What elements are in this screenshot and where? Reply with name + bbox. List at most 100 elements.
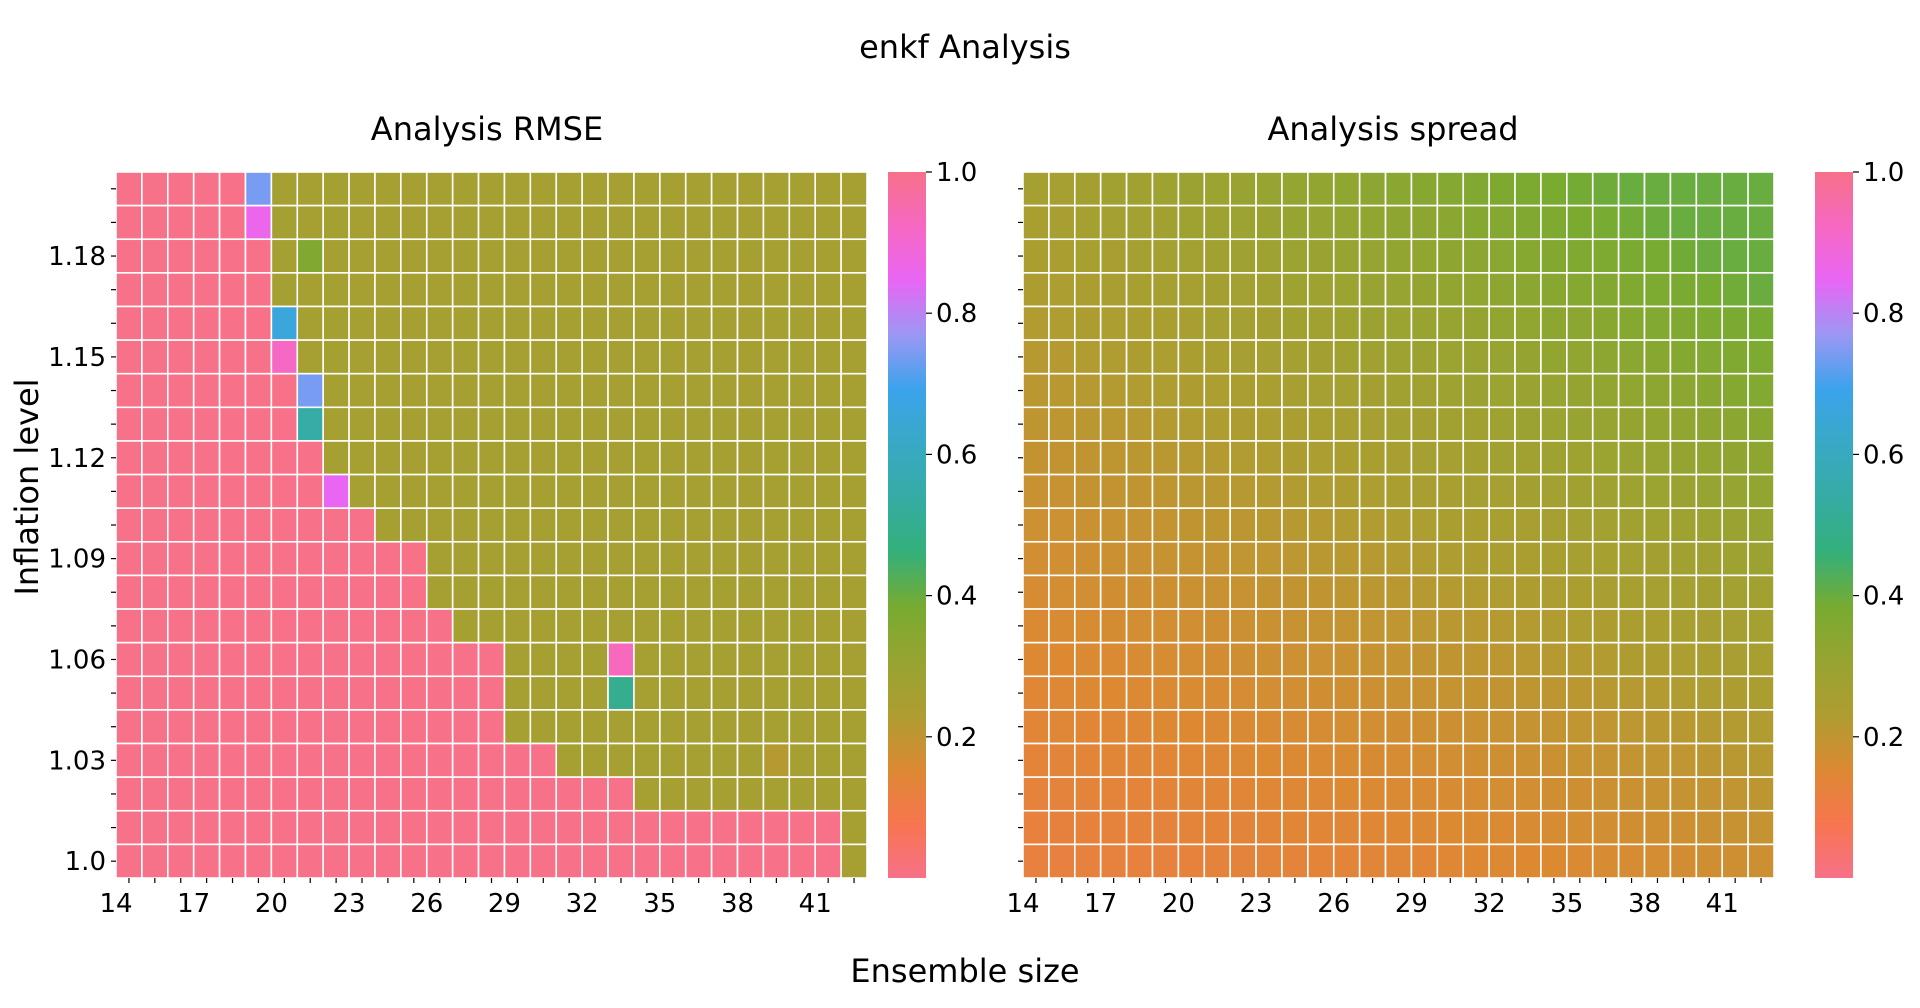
heatmap-cell — [1332, 675, 1361, 711]
heatmap-cell — [1436, 272, 1465, 308]
heatmap-cell — [218, 641, 247, 678]
heatmap-cell — [503, 339, 532, 375]
heatmap-cell — [736, 709, 765, 745]
heatmap-cell — [814, 507, 842, 543]
heatmap-cell — [322, 238, 350, 274]
heatmap-cell — [374, 339, 402, 375]
heatmap-cell — [1358, 709, 1387, 745]
heatmap-cell — [1203, 372, 1231, 409]
heatmap-cell — [762, 339, 791, 375]
heatmap-cell — [166, 305, 195, 341]
heatmap-cell — [1695, 272, 1724, 308]
heatmap-cell — [477, 440, 506, 476]
heatmap-cell — [1669, 675, 1698, 711]
heatmap-cell — [814, 171, 842, 207]
heatmap-cell — [1747, 675, 1775, 711]
heatmap-cell — [1462, 641, 1490, 678]
heatmap-cell — [400, 204, 428, 241]
heatmap-cell — [581, 608, 609, 644]
heatmap-cell — [1695, 305, 1724, 341]
heatmap-cell — [633, 608, 661, 644]
heatmap-cell — [477, 641, 506, 678]
heatmap-cell — [840, 406, 868, 442]
heatmap-cell — [684, 204, 713, 241]
heatmap-cell — [659, 339, 687, 375]
heatmap-cell — [166, 440, 195, 476]
heatmap-cell — [322, 272, 350, 308]
x-tick-label: 32 — [1473, 889, 1506, 919]
heatmap-cell — [1669, 574, 1698, 610]
heatmap-cell — [1151, 742, 1180, 778]
heatmap-cell — [1462, 809, 1490, 846]
heatmap-cell — [762, 473, 791, 509]
heatmap-cell — [400, 574, 428, 610]
heatmap-cell — [814, 709, 842, 745]
heatmap-cell — [270, 608, 299, 644]
heatmap-cell — [1151, 473, 1180, 509]
heatmap-cell — [607, 473, 635, 509]
heatmap-cell — [1332, 238, 1361, 274]
heatmap-cell — [348, 809, 376, 846]
heatmap-cell — [1229, 709, 1257, 745]
heatmap-cell — [814, 305, 842, 341]
heatmap-cell — [296, 742, 324, 778]
heatmap-cell — [451, 776, 480, 812]
heatmap-cell — [1514, 473, 1542, 509]
heatmap-cell — [529, 675, 558, 711]
heatmap-cell — [1514, 238, 1542, 274]
heatmap-cell — [1540, 171, 1568, 207]
heatmap-cell — [1540, 809, 1568, 846]
heatmap-cell — [1099, 406, 1128, 442]
heatmap-cell — [166, 507, 195, 543]
heatmap-cell — [555, 406, 583, 442]
heatmap-cell — [348, 372, 376, 409]
heatmap-cell — [1462, 473, 1490, 509]
heatmap-cell — [1099, 238, 1128, 274]
heatmap-cell — [296, 372, 324, 409]
heatmap-cell — [425, 305, 454, 341]
heatmap-cell — [141, 305, 169, 341]
heatmap-cell — [555, 372, 583, 409]
heatmap-cell — [814, 473, 842, 509]
heatmap-cell — [1410, 272, 1439, 308]
heatmap-cell — [1721, 272, 1749, 308]
heatmap-cell — [1332, 809, 1361, 846]
heatmap-cell — [270, 675, 299, 711]
heatmap-cell — [581, 809, 609, 846]
heatmap-cell — [348, 776, 376, 812]
heatmap-cell — [1048, 171, 1076, 207]
heatmap-cell — [115, 305, 143, 341]
heatmap-cell — [633, 541, 661, 577]
heatmap-cell — [1566, 171, 1594, 207]
heatmap-cell — [1747, 608, 1775, 644]
heatmap-cell — [1384, 440, 1413, 476]
heatmap-cell — [529, 406, 558, 442]
heatmap-cell — [710, 776, 739, 812]
heatmap-cell — [192, 709, 221, 745]
heatmap-cell — [1358, 675, 1387, 711]
heatmap-cell — [322, 675, 350, 711]
heatmap-cell — [1281, 305, 1309, 341]
heatmap-cell — [1462, 372, 1490, 409]
heatmap-cell — [1617, 473, 1646, 509]
heatmap-cell — [1669, 608, 1698, 644]
heatmap-cell — [1514, 574, 1542, 610]
heatmap-cell — [1358, 608, 1387, 644]
heatmap-cell — [1540, 574, 1568, 610]
colorbar-tick-label: 0.4 — [936, 582, 977, 612]
heatmap-cell — [1514, 272, 1542, 308]
heatmap-cell — [1488, 305, 1516, 341]
heatmap-cell — [348, 574, 376, 610]
heatmap-cell — [1566, 574, 1594, 610]
heatmap-cell — [1099, 440, 1128, 476]
heatmap-cell — [1747, 339, 1775, 375]
heatmap-cell — [400, 608, 428, 644]
heatmap-cell — [296, 776, 324, 812]
heatmap-cell — [1229, 809, 1257, 846]
heatmap-cell — [1721, 776, 1749, 812]
heatmap-cell — [1281, 608, 1309, 644]
heatmap-cell — [1177, 440, 1206, 476]
heatmap-cell — [762, 372, 791, 409]
heatmap-cell — [218, 574, 247, 610]
heatmap-cell — [115, 473, 143, 509]
